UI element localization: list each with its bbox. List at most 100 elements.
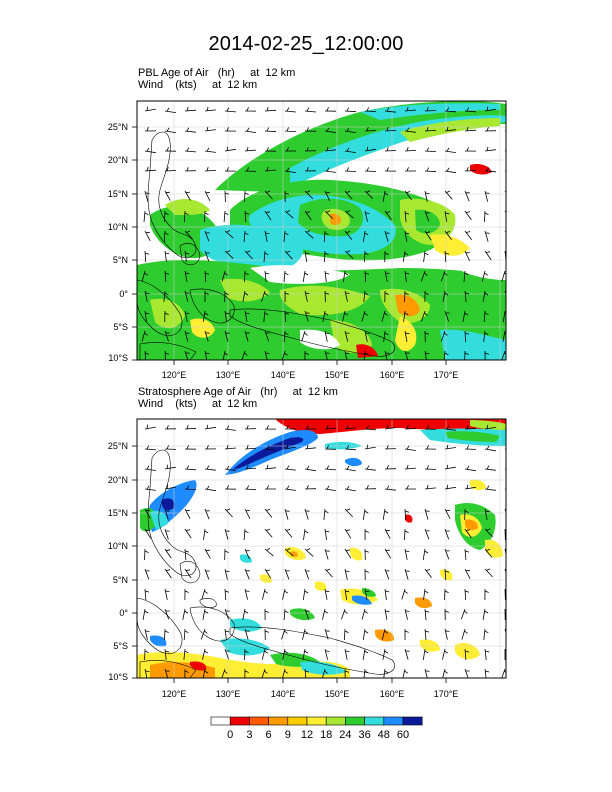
pbl-lat-label: 5°S (113, 322, 128, 332)
wind-barb (442, 648, 449, 660)
colorbar-tick-label: 3 (246, 729, 253, 741)
wind-barb (464, 330, 470, 343)
wind-barb (481, 270, 488, 282)
wind-barb (424, 330, 429, 343)
colorbar-tick-label: 12 (300, 729, 314, 741)
wind-barb (204, 291, 209, 302)
wind-barb (444, 568, 450, 581)
wind-barb (224, 465, 236, 472)
wind-barb (284, 485, 296, 491)
wind-barb (224, 648, 230, 660)
wind-barb (501, 270, 506, 282)
strat-axis-ticks (132, 445, 447, 683)
pbl-panel-label-line1: PBL Age of Air (hr) at 12 km (138, 67, 296, 79)
wind-barb (244, 210, 250, 223)
wind-barb (184, 147, 197, 153)
wind-barb (144, 508, 151, 519)
wind-barb (184, 424, 197, 430)
wind-barb (324, 146, 336, 152)
wind-barb (244, 485, 257, 491)
wind-barb (484, 668, 490, 678)
wind-barb (364, 250, 369, 263)
wind-barb (444, 230, 452, 241)
wind-barb (484, 106, 496, 112)
wind-barb (324, 445, 337, 450)
wind-barb (224, 588, 230, 601)
wind-barb (364, 548, 369, 561)
wind-barb (284, 425, 297, 430)
wind-barb (164, 250, 170, 262)
strat-lat-label: 5°S (113, 641, 128, 651)
wind-barb (283, 608, 289, 621)
wind-barb (344, 210, 354, 219)
wind-barb (184, 127, 196, 133)
wind-barb (342, 270, 349, 282)
wind-barb (302, 588, 309, 600)
wind-barb (464, 166, 477, 172)
wind-barb (264, 147, 277, 152)
wind-barb (143, 210, 149, 223)
wind-barb (444, 425, 456, 431)
wind-barb (504, 468, 506, 470)
wind-barb (484, 445, 496, 452)
strat-map-background (137, 419, 506, 678)
wind-barb (262, 588, 269, 600)
wind-barb (364, 425, 377, 431)
wind-barb (504, 628, 506, 635)
wind-barb (264, 568, 272, 579)
wind-barb (304, 230, 314, 239)
wind-barb (164, 270, 170, 283)
wind-barb (383, 330, 389, 342)
wind-barb (304, 147, 317, 152)
wind-barb (144, 127, 157, 132)
wind-barb (224, 628, 230, 640)
wind-barb (284, 167, 296, 173)
wind-barb (464, 648, 470, 661)
wind-barb (424, 425, 437, 430)
wind-barb (464, 147, 477, 152)
strat-lon-label: 130°E (216, 689, 241, 699)
wind-barb (444, 608, 449, 621)
wind-barb (342, 310, 349, 322)
wind-barb (363, 230, 369, 242)
wind-barb (224, 528, 230, 540)
colorbar-swatch (402, 716, 423, 726)
wind-barb (324, 127, 336, 133)
wind-barb (424, 445, 437, 450)
wind-barb (344, 548, 352, 559)
wind-barb (164, 445, 177, 450)
wind-barb (163, 230, 169, 243)
wind-barb (263, 250, 269, 263)
wind-barb (364, 444, 376, 450)
wind-barb (384, 126, 397, 132)
colorbar (210, 716, 423, 726)
strat-lat-label: 15°N (108, 508, 128, 518)
wind-barb (422, 548, 429, 560)
pbl-lat-label: 10°N (108, 222, 128, 232)
wind-barb (404, 106, 417, 112)
wind-barb (184, 310, 190, 322)
strat-lat-label: 20°N (108, 475, 128, 485)
wind-barb (264, 330, 270, 342)
wind-barb (444, 588, 449, 601)
wind-barb (362, 648, 369, 660)
wind-barb (304, 425, 317, 430)
wind-barb (341, 608, 348, 620)
colorbar-tick-label: 9 (284, 729, 291, 741)
wind-barb (384, 465, 397, 470)
wind-barb (204, 147, 216, 153)
wind-barb (164, 528, 170, 540)
wind-barb (484, 230, 490, 242)
wind-barb (184, 668, 189, 678)
wind-barb (224, 290, 229, 303)
wind-barb (244, 568, 250, 580)
wind-barb (202, 668, 209, 678)
wind-barb (184, 230, 193, 240)
wind-barb (223, 210, 229, 223)
wind-barb (244, 668, 249, 678)
wind-barb (224, 310, 230, 322)
wind-barb (244, 270, 249, 283)
wind-barb (184, 465, 197, 471)
wind-barb (224, 444, 237, 450)
